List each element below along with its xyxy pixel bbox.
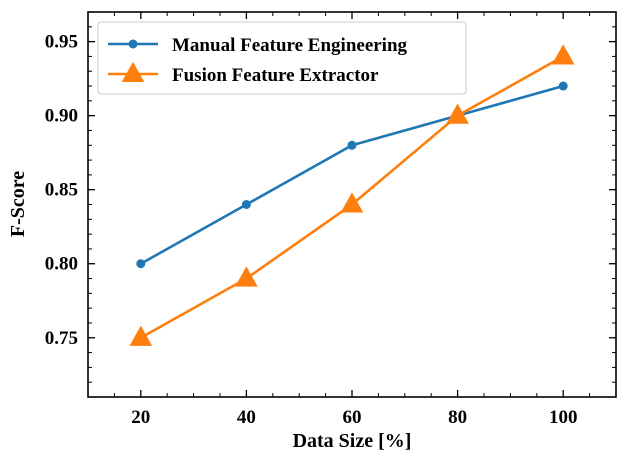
legend-label: Fusion Feature Extractor xyxy=(172,65,379,86)
series-line xyxy=(140,84,564,265)
y-axis-label: F-Score xyxy=(7,171,29,237)
y-tick-label: 0.85 xyxy=(45,180,78,201)
series-triangle xyxy=(129,44,575,346)
legend-marker xyxy=(128,39,138,49)
data-point xyxy=(340,192,364,213)
x-tick-label: 60 xyxy=(343,407,362,428)
data-point xyxy=(235,266,258,287)
data-point xyxy=(347,140,357,150)
legend-box xyxy=(97,21,467,95)
data-point xyxy=(446,103,469,124)
ticks-layer: 20 40 60 80 100 0.75 0.80 0.85 0.90 0.95 xyxy=(45,11,617,428)
y-tick-label: 0.90 xyxy=(45,106,78,127)
legend-entry: Fusion Feature Extractor xyxy=(108,61,379,86)
data-point xyxy=(551,44,575,65)
data-point xyxy=(241,200,251,209)
x-tick-label: 80 xyxy=(448,407,467,428)
x-tick-label: 100 xyxy=(549,407,578,428)
plot-frame xyxy=(87,11,617,398)
series-circle xyxy=(136,81,568,269)
x-tick-label: 20 xyxy=(131,407,150,428)
data-point xyxy=(558,81,568,91)
data-point xyxy=(129,325,153,346)
legend-entry: Manual Feature Engineering xyxy=(108,35,408,56)
y-tick-label: 0.95 xyxy=(45,32,78,53)
x-axis-label: Data Size [%] xyxy=(293,430,412,452)
x-tick-label: 40 xyxy=(237,407,256,428)
series-layer xyxy=(129,44,575,346)
legend-label: Manual Feature Engineering xyxy=(172,35,408,56)
y-tick-label: 0.80 xyxy=(45,254,78,275)
y-tick-label: 0.75 xyxy=(45,328,78,349)
data-point xyxy=(136,259,146,269)
legend: Manual Feature Engineering Fusion Feature… xyxy=(97,21,467,95)
legend-marker xyxy=(121,61,145,83)
legend-items: Manual Feature Engineering Fusion Feature… xyxy=(108,35,408,86)
